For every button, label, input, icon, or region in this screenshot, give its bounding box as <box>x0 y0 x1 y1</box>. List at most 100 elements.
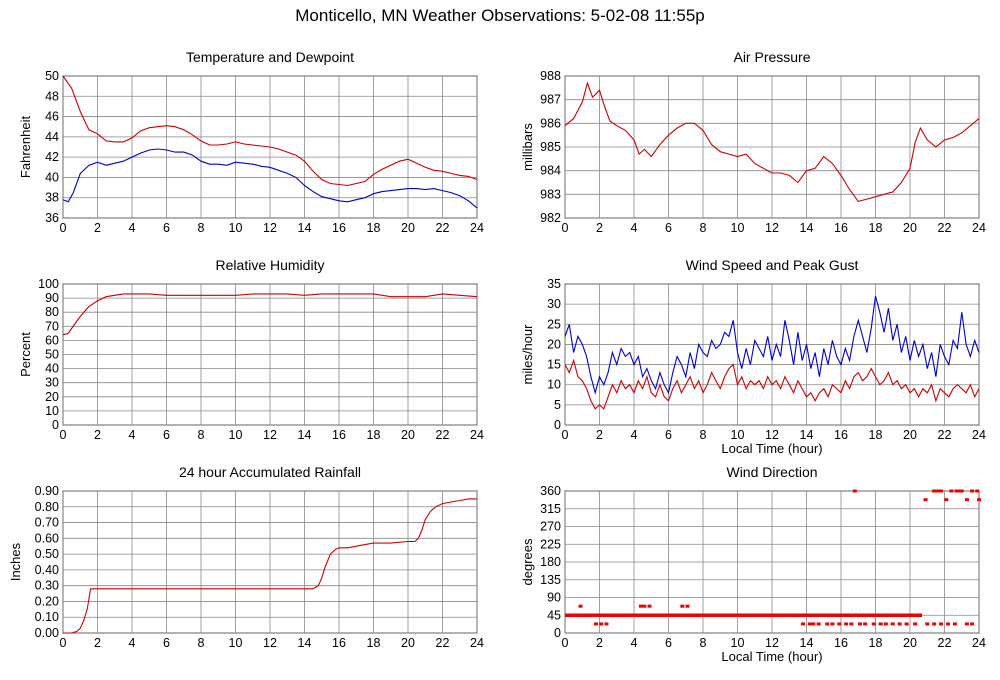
wind-speed-x-tick-label: 8 <box>700 428 707 442</box>
wind-speed-y-axis-label: miles/hour <box>520 324 535 385</box>
wind-direction-data-point <box>811 622 816 626</box>
temperature-y-tick-label: 50 <box>45 69 59 83</box>
humidity-y-tick-label: 0 <box>52 418 59 432</box>
pressure-y-tick-label: 985 <box>540 140 561 154</box>
wind-direction-x-tick-label: 10 <box>731 636 745 650</box>
wind-direction-data-point <box>952 622 957 626</box>
rainfall-chart-title: 24 hour Accumulated Rainfall <box>179 464 361 480</box>
wind-direction-x-tick-label: 24 <box>972 636 986 650</box>
wind-direction-data-point <box>680 604 685 608</box>
humidity-x-tick-label: 8 <box>198 428 205 442</box>
wind-speed-chart-title: Wind Speed and Peak Gust <box>686 257 859 273</box>
humidity-y-tick-label: 40 <box>45 362 59 376</box>
humidity-y-tick-label: 50 <box>45 348 59 362</box>
temperature-x-tick-label: 2 <box>94 221 101 235</box>
wind-speed-y-tick-label: 25 <box>547 317 561 331</box>
wind-direction-x-tick-label: 20 <box>903 636 917 650</box>
wind-direction-data-point <box>944 498 949 502</box>
wind-speed-x-tick-label: 24 <box>972 428 986 442</box>
wind-direction-data-point <box>923 498 928 502</box>
wind-direction-y-tick-label: 135 <box>540 573 561 587</box>
pressure-x-tick-label: 22 <box>938 221 952 235</box>
rainfall-series-line-0 <box>63 498 477 634</box>
wind-direction-data-point <box>939 622 944 626</box>
wind-speed-x-tick-label: 10 <box>731 428 745 442</box>
wind-direction-data-point <box>871 622 876 626</box>
wind-speed-x-tick-label: 6 <box>665 428 672 442</box>
temperature-y-tick-label: 48 <box>45 89 59 103</box>
temperature-x-tick-label: 24 <box>470 221 484 235</box>
humidity-x-tick-label: 24 <box>470 428 484 442</box>
wind-direction-data-point <box>638 604 643 608</box>
pressure-x-tick-label: 12 <box>765 221 779 235</box>
rainfall-y-tick-label: 0.50 <box>35 547 59 561</box>
wind-direction-data-point <box>857 622 862 626</box>
wind-speed-x-tick-label: 14 <box>800 428 814 442</box>
temperature-x-tick-label: 16 <box>332 221 346 235</box>
rainfall-x-tick-label: 10 <box>229 636 243 650</box>
wind-speed-x-tick-label: 22 <box>938 428 952 442</box>
wind-direction-y-tick-label: 225 <box>540 537 561 551</box>
wind-direction-data-point <box>878 622 883 626</box>
pressure-x-tick-label: 20 <box>903 221 917 235</box>
wind-direction-y-axis-label: degrees <box>520 538 535 585</box>
wind-direction-x-tick-label: 18 <box>869 636 883 650</box>
rainfall-x-tick-label: 2 <box>94 636 101 650</box>
rainfall-x-tick-label: 0 <box>60 636 67 650</box>
rainfall-y-tick-label: 0.00 <box>35 626 59 640</box>
wind-speed-y-tick-label: 20 <box>547 337 561 351</box>
pressure-chart-title: Air Pressure <box>733 49 810 65</box>
wind-direction-x-tick-label: 12 <box>765 636 779 650</box>
humidity-y-tick-label: 70 <box>45 319 59 333</box>
humidity-y-tick-label: 60 <box>45 333 59 347</box>
rainfall-x-tick-label: 16 <box>332 636 346 650</box>
humidity-x-tick-label: 0 <box>60 428 67 442</box>
wind-speed-x-axis-label: Local Time (hour) <box>721 441 822 456</box>
rainfall-x-tick-label: 14 <box>298 636 312 650</box>
wind-direction-x-tick-label: 22 <box>938 636 952 650</box>
humidity-x-tick-label: 10 <box>229 428 243 442</box>
humidity-series-line-0 <box>62 293 478 336</box>
humidity-x-tick-label: 14 <box>298 428 312 442</box>
wind-direction-data-point <box>647 604 652 608</box>
wind-direction-data-point <box>954 489 959 493</box>
temperature-y-tick-label: 40 <box>45 170 59 184</box>
wind-direction-data-point <box>975 489 980 493</box>
temperature-x-tick-label: 8 <box>198 221 205 235</box>
wind-direction-data-point <box>685 604 690 608</box>
wind-direction-data-point <box>932 622 937 626</box>
wind-direction-x-tick-label: 0 <box>562 636 569 650</box>
humidity-x-tick-label: 18 <box>367 428 381 442</box>
humidity-y-tick-label: 90 <box>45 291 59 305</box>
pressure-series-line-0 <box>564 81 980 203</box>
wind-direction-y-tick-label: 45 <box>547 608 561 622</box>
humidity-x-tick-label: 12 <box>263 428 277 442</box>
rainfall-y-tick-label: 0.70 <box>35 516 59 530</box>
wind-direction-data-point <box>890 622 895 626</box>
humidity-x-tick-label: 22 <box>436 428 450 442</box>
temperature-x-tick-label: 14 <box>298 221 312 235</box>
wind-direction-x-tick-label: 8 <box>700 636 707 650</box>
wind-speed-x-tick-label: 16 <box>834 428 848 442</box>
wind-direction-data-point <box>594 622 599 626</box>
wind-direction-data-point <box>964 498 969 502</box>
wind-direction-x-axis-label: Local Time (hour) <box>721 649 822 664</box>
rainfall-x-tick-label: 20 <box>401 636 415 650</box>
wind-direction-data-point <box>599 622 604 626</box>
pressure-x-tick-label: 8 <box>700 221 707 235</box>
wind-direction-data-point <box>807 622 812 626</box>
temperature-x-tick-label: 18 <box>367 221 381 235</box>
pressure-x-tick-label: 18 <box>869 221 883 235</box>
rainfall-y-tick-label: 0.80 <box>35 500 59 514</box>
wind-direction-data-point <box>977 498 981 502</box>
pressure-x-tick-label: 6 <box>665 221 672 235</box>
wind-direction-data-point <box>897 622 902 626</box>
rainfall-x-tick-label: 6 <box>163 636 170 650</box>
wind-speed-y-tick-label: 30 <box>547 297 561 311</box>
humidity-y-tick-label: 10 <box>45 404 59 418</box>
humidity-x-tick-label: 6 <box>163 428 170 442</box>
wind-direction-data-point <box>925 622 930 626</box>
wind-direction-data-point <box>970 622 975 626</box>
wind-direction-data-point <box>970 489 975 493</box>
wind-direction-data-point <box>830 622 835 626</box>
